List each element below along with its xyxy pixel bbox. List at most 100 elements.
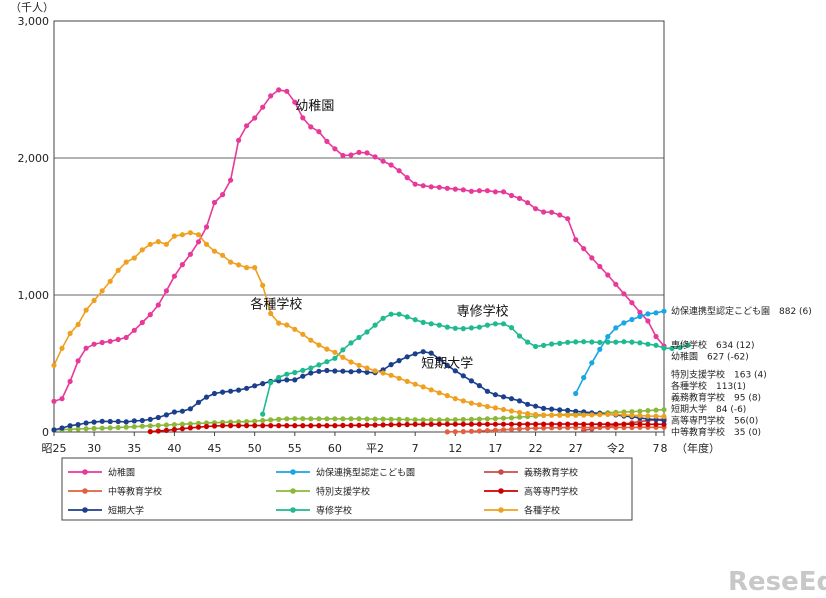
data-point bbox=[99, 288, 105, 294]
data-point bbox=[300, 423, 306, 429]
y-tick-label: 0 bbox=[42, 426, 49, 439]
data-point bbox=[211, 199, 218, 206]
data-point bbox=[525, 339, 531, 345]
data-point bbox=[211, 248, 218, 254]
data-point bbox=[444, 393, 450, 399]
legend-swatch-marker bbox=[498, 488, 504, 494]
data-point bbox=[276, 423, 282, 429]
data-point bbox=[187, 251, 193, 257]
data-point bbox=[645, 421, 651, 427]
data-point bbox=[388, 311, 394, 317]
data-point bbox=[332, 416, 338, 422]
y-tick-label: 1,000 bbox=[18, 289, 50, 302]
data-point bbox=[91, 419, 97, 425]
data-point bbox=[565, 421, 571, 427]
inline-series-label: 専修学校 bbox=[457, 304, 509, 320]
data-point bbox=[468, 428, 474, 434]
data-point bbox=[420, 384, 426, 390]
legend-swatch-marker bbox=[290, 469, 296, 475]
data-point bbox=[476, 324, 482, 330]
data-point bbox=[59, 345, 65, 351]
x-tick-label: 昭25 bbox=[42, 442, 67, 455]
data-point bbox=[308, 337, 314, 343]
data-point bbox=[91, 341, 97, 347]
data-point bbox=[388, 416, 394, 422]
data-point bbox=[268, 379, 274, 386]
data-point bbox=[220, 192, 226, 198]
data-point bbox=[549, 425, 555, 431]
data-point bbox=[276, 87, 282, 93]
data-point bbox=[75, 422, 81, 428]
data-point bbox=[613, 411, 619, 417]
data-point bbox=[549, 209, 555, 215]
data-point bbox=[236, 419, 242, 425]
data-point bbox=[653, 342, 659, 348]
data-point bbox=[516, 409, 523, 416]
data-point bbox=[484, 188, 490, 194]
data-point bbox=[621, 421, 627, 427]
data-point bbox=[460, 187, 466, 193]
data-point bbox=[629, 316, 635, 323]
data-point bbox=[332, 368, 338, 374]
data-point bbox=[388, 162, 394, 168]
data-point bbox=[147, 423, 153, 429]
data-point bbox=[187, 421, 193, 427]
data-point bbox=[348, 340, 354, 346]
data-point bbox=[573, 339, 579, 345]
data-point bbox=[228, 177, 234, 183]
x-tick-label: 40 bbox=[167, 442, 181, 455]
data-point bbox=[452, 396, 458, 402]
data-point bbox=[107, 338, 113, 344]
data-point bbox=[404, 175, 410, 181]
data-point bbox=[163, 241, 169, 247]
data-point bbox=[364, 329, 370, 335]
end-value-label: 義務教育学校 95 (8) bbox=[671, 392, 761, 404]
data-point bbox=[500, 421, 507, 427]
data-point bbox=[260, 423, 266, 429]
data-point bbox=[645, 341, 651, 347]
resed-logo: ReseEd bbox=[728, 567, 826, 597]
data-point bbox=[107, 425, 113, 431]
data-point bbox=[372, 416, 378, 422]
data-point bbox=[565, 339, 571, 345]
data-point bbox=[557, 407, 563, 413]
data-point bbox=[203, 394, 210, 400]
data-point bbox=[444, 185, 450, 191]
data-point bbox=[661, 407, 667, 413]
data-point bbox=[460, 373, 466, 379]
data-point bbox=[605, 421, 611, 427]
data-point bbox=[284, 377, 290, 383]
data-point bbox=[420, 319, 426, 325]
legend-swatch-marker bbox=[498, 507, 504, 513]
data-point bbox=[629, 412, 635, 418]
data-point bbox=[163, 422, 169, 428]
legend-item: 高等専門学校 bbox=[484, 486, 578, 498]
data-point bbox=[316, 423, 322, 429]
data-point bbox=[284, 416, 290, 422]
data-point bbox=[533, 421, 539, 427]
legend-swatch-marker bbox=[290, 488, 296, 494]
data-point bbox=[332, 423, 338, 429]
data-point bbox=[436, 184, 442, 190]
data-point bbox=[492, 416, 498, 422]
data-point bbox=[364, 422, 370, 428]
data-point bbox=[420, 417, 426, 423]
data-point bbox=[492, 405, 498, 411]
data-point bbox=[300, 367, 306, 373]
data-point bbox=[276, 374, 282, 381]
data-point bbox=[589, 421, 595, 427]
data-point bbox=[99, 339, 105, 346]
data-point bbox=[59, 425, 65, 431]
data-point bbox=[220, 423, 226, 429]
y-tick-label: 3,000 bbox=[18, 15, 50, 28]
data-point bbox=[155, 239, 161, 245]
data-point bbox=[220, 389, 226, 395]
data-point bbox=[300, 373, 306, 379]
data-point bbox=[203, 224, 210, 230]
data-point bbox=[420, 421, 426, 427]
data-point bbox=[300, 115, 306, 121]
data-point bbox=[380, 315, 386, 321]
x-tick-label: 平2 bbox=[366, 442, 384, 455]
data-point bbox=[388, 422, 394, 428]
data-point bbox=[492, 392, 498, 398]
